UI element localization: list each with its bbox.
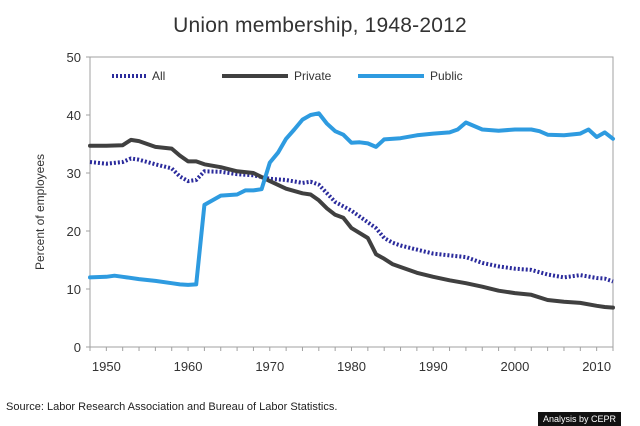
series-line-private — [88, 137, 615, 310]
x-axis: 1950 1960 1970 1980 1990 2000 2010 — [89, 347, 614, 374]
y-tick-label: 40 — [67, 108, 81, 123]
series-line-all — [89, 156, 614, 284]
y-tick-label: 50 — [67, 50, 81, 65]
legend-label-private: Private — [294, 69, 332, 83]
legend-label-public: Public — [430, 69, 463, 83]
x-tick-label: 1960 — [174, 359, 203, 374]
x-tick-label: 1970 — [255, 359, 284, 374]
credit-badge: Analysis by CEPR — [538, 412, 622, 426]
x-tick-label: 1980 — [337, 359, 366, 374]
x-tick-label: 2010 — [582, 359, 611, 374]
y-tick-label: 20 — [67, 224, 81, 239]
y-tick-label: 0 — [74, 340, 81, 355]
y-axis-label: Percent of employees — [33, 154, 47, 270]
y-axis: 0 10 20 30 40 50 — [67, 50, 90, 355]
legend: All Private Public — [112, 69, 463, 83]
x-tick-label: 2000 — [500, 359, 529, 374]
x-tick-label: 1990 — [419, 359, 448, 374]
series-line-public — [88, 111, 615, 287]
series-layer — [88, 111, 615, 310]
source-note: Source: Labor Research Association and B… — [6, 401, 338, 413]
chart-title: Union membership, 1948-2012 — [173, 14, 467, 37]
legend-label-all: All — [152, 69, 165, 83]
y-tick-label: 30 — [67, 166, 81, 181]
plot-area-frame — [89, 56, 614, 348]
x-tick-label: 1950 — [92, 359, 121, 374]
y-tick-label: 10 — [67, 282, 81, 297]
